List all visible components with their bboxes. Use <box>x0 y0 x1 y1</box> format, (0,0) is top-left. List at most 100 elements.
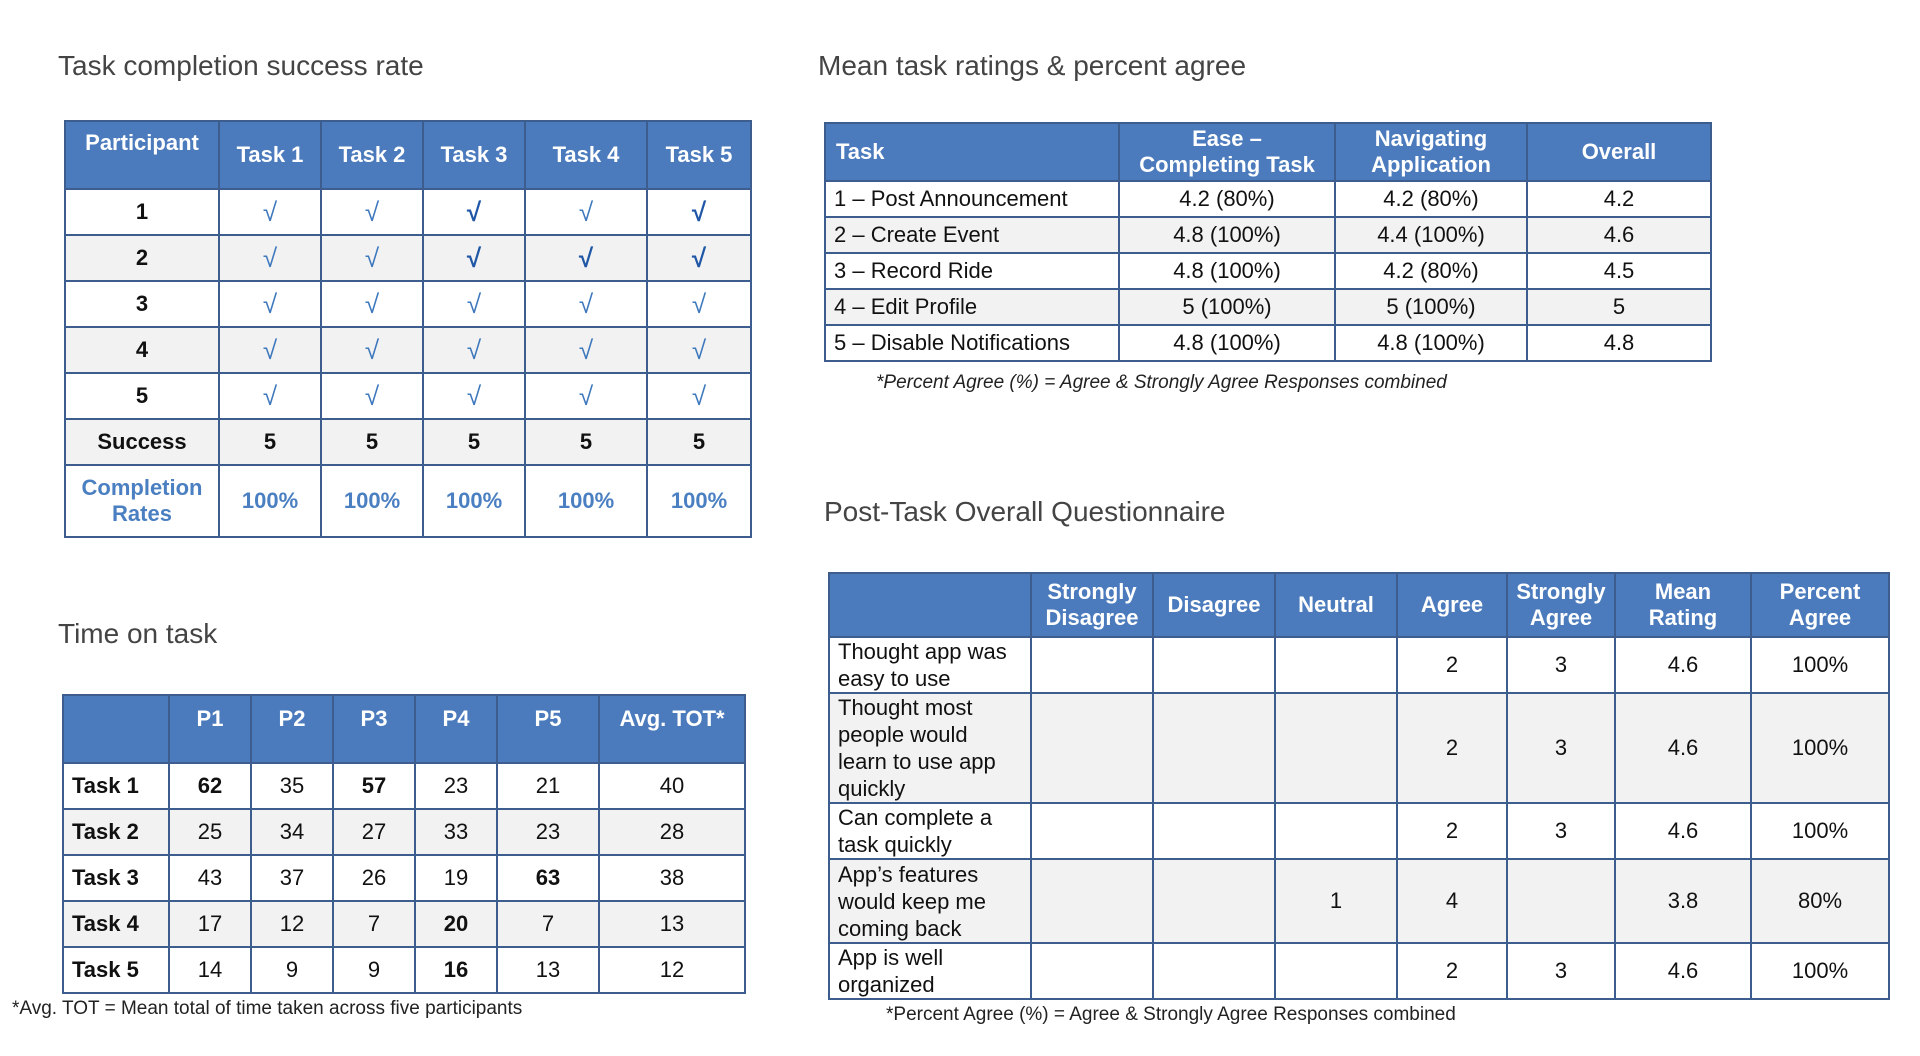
post-task-header: Percent Agree <box>1750 572 1890 638</box>
tot-value: 20 <box>414 900 498 948</box>
tot-task-label: Task 5 <box>62 946 170 994</box>
checkmark-icon: √ <box>218 280 322 328</box>
header-task-2: Task 2 <box>320 120 424 190</box>
post-task-n <box>1274 692 1398 804</box>
checkmark-icon: √ <box>646 234 752 282</box>
post-task-sd <box>1030 858 1154 944</box>
post-task-pct: 100% <box>1750 942 1890 1000</box>
post-task-header: Neutral <box>1274 572 1398 638</box>
tot-avg: 12 <box>598 946 746 994</box>
post-task-d <box>1152 942 1276 1000</box>
post-task-a: 2 <box>1396 942 1508 1000</box>
post-task-row: Can complete a task quickly 2 3 4.6 100% <box>828 802 1890 860</box>
tot-task-label: Task 4 <box>62 900 170 948</box>
post-task-mean: 4.6 <box>1614 692 1752 804</box>
ratings-header-line: Completing Task <box>1139 152 1315 177</box>
success-count: 5 <box>320 418 424 466</box>
checkmark-icon: √ <box>422 188 526 236</box>
post-task-statement-line: App’s features <box>838 861 979 887</box>
success-count: 5 <box>422 418 526 466</box>
post-task-pct: 100% <box>1750 636 1890 694</box>
ratings-overall: 4.6 <box>1526 216 1712 254</box>
post-task-statement-line: organized <box>838 972 935 997</box>
post-task-note: *Percent Agree (%) = Agree & Strongly Ag… <box>886 1004 1456 1025</box>
tot-value: 57 <box>332 762 416 810</box>
tot-header-row: P1 P2 P3 P4 P5 Avg. TOT* <box>62 694 746 764</box>
completion-row: 1 √ √ √ √ √ <box>64 188 752 236</box>
post-task-statement: App’s features would keep me coming back <box>828 858 1032 944</box>
post-task-mean: 3.8 <box>1614 858 1752 944</box>
checkmark-icon: √ <box>524 280 648 328</box>
post-task-mean: 4.6 <box>1614 636 1752 694</box>
checkmark-icon: √ <box>218 372 322 420</box>
post-task-header: Strongly Disagree <box>1030 572 1154 638</box>
post-task-sd <box>1030 802 1154 860</box>
ratings-row: 3 – Record Ride 4.8 (100%) 4.2 (80%) 4.5 <box>824 252 1712 290</box>
tot-value: 19 <box>414 854 498 902</box>
post-task-pct: 100% <box>1750 692 1890 804</box>
ratings-navigation: 4.2 (80%) <box>1334 252 1528 290</box>
checkmark-icon: √ <box>218 188 322 236</box>
ratings-overall: 4.5 <box>1526 252 1712 290</box>
ratings-overall: 4.8 <box>1526 324 1712 362</box>
tot-value: 35 <box>250 762 334 810</box>
checkmark-icon: √ <box>422 326 526 374</box>
post-task-header-row: Strongly Disagree Disagree Neutral Agree Stro… <box>828 572 1890 638</box>
post-task-sd <box>1030 636 1154 694</box>
ratings-title: Mean task ratings & percent agree <box>818 50 1247 81</box>
post-task-header: Strongly Agree <box>1506 572 1616 638</box>
ratings-header-line: Navigating <box>1374 126 1488 151</box>
checkmark-icon: √ <box>524 234 648 282</box>
participant-id: 1 <box>64 188 220 236</box>
tot-avg: 28 <box>598 808 746 856</box>
tot-value: 25 <box>168 808 252 856</box>
post-task-header-line: Agree <box>1529 605 1593 630</box>
post-task-mean: 4.6 <box>1614 802 1752 860</box>
completion-title: Task completion success rate <box>58 50 424 81</box>
tot-value: 7 <box>332 900 416 948</box>
checkmark-icon: √ <box>524 372 648 420</box>
post-task-n: 1 <box>1274 858 1398 944</box>
ratings-task: 4 – Edit Profile <box>824 288 1120 326</box>
checkmark-icon: √ <box>646 372 752 420</box>
post-task-n <box>1274 636 1398 694</box>
post-task-a: 4 <box>1396 858 1508 944</box>
completion-rates-row: Completion Rates 100% 100% 100% 100% 100% <box>64 464 752 538</box>
completion-row: 5 √ √ √ √ √ <box>64 372 752 420</box>
post-task-statement: Thought most people would learn to use app… <box>828 692 1032 804</box>
success-label: Success <box>64 418 220 466</box>
post-task-statement-line: Thought most <box>838 695 973 720</box>
tot-header-p4: P4 <box>414 694 498 764</box>
post-task-table: Strongly Disagree Disagree Neutral Agree Stro… <box>828 572 1890 1000</box>
tot-avg: 38 <box>598 854 746 902</box>
post-task-header: Agree <box>1396 572 1508 638</box>
post-task-statement-line: easy to use <box>838 666 951 691</box>
post-task-statement: App is well organized <box>828 942 1032 1000</box>
tot-row: Task 1 62 35 57 23 21 40 <box>62 762 746 810</box>
post-task-statement-line: quickly <box>838 776 906 801</box>
post-task-statement-line: would keep me <box>838 888 986 914</box>
completion-rate: 100% <box>646 464 752 538</box>
post-task-a: 2 <box>1396 802 1508 860</box>
post-task-statement-line: learn to use app <box>838 749 996 774</box>
ratings-header-line: Ease – <box>1192 126 1262 151</box>
ratings-header: Navigating Application <box>1334 122 1528 182</box>
post-task-header: Disagree <box>1152 572 1276 638</box>
completion-rate: 100% <box>422 464 526 538</box>
tot-avg: 13 <box>598 900 746 948</box>
post-task-title: Post-Task Overall Questionnaire <box>824 496 1226 527</box>
post-task-sa: 3 <box>1506 636 1616 694</box>
completion-row: 2 √ √ √ √ √ <box>64 234 752 282</box>
post-task-header-line: Strongly <box>1047 579 1137 604</box>
ratings-table: Task Ease – Completing Task Navigating Appli… <box>824 122 1712 362</box>
post-task-header <box>828 572 1032 638</box>
checkmark-icon: √ <box>422 234 526 282</box>
tot-header-p1: P1 <box>168 694 252 764</box>
ratings-task: 1 – Post Announcement <box>824 180 1120 218</box>
post-task-d <box>1152 858 1276 944</box>
post-task-header-line: Percent <box>1779 579 1861 604</box>
completion-rates-label: Completion Rates <box>64 464 220 538</box>
tot-value: 62 <box>168 762 252 810</box>
post-task-sa: 3 <box>1506 692 1616 804</box>
ratings-header-line: Application <box>1371 152 1491 177</box>
